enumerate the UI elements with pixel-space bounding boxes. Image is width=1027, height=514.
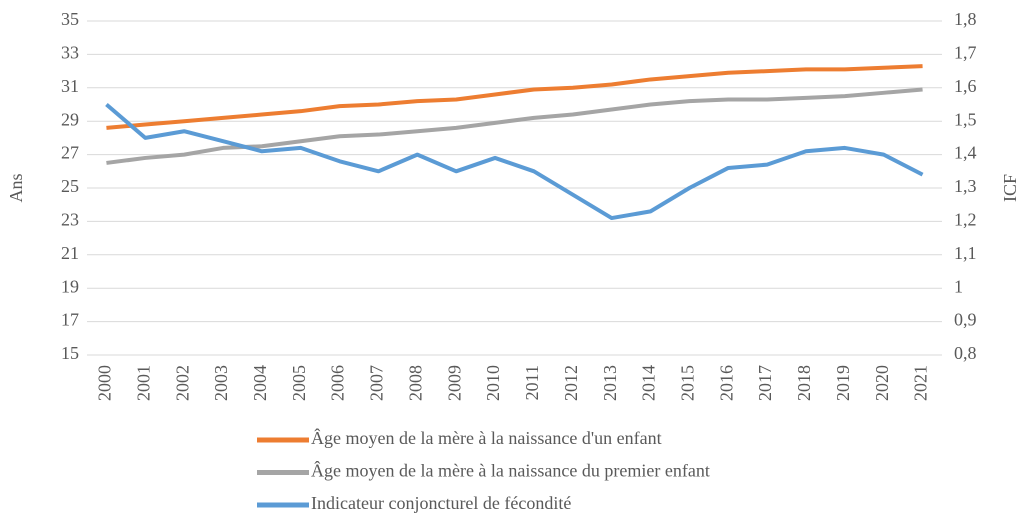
- x-tick-label: 2008: [405, 365, 425, 401]
- x-tick-label: 2000: [95, 365, 115, 401]
- y-tick-label: 25: [61, 176, 79, 196]
- series-line: [106, 64, 923, 130]
- y-axis-label: Ans: [6, 173, 26, 202]
- y2-tick-label: 1,1: [954, 243, 977, 263]
- y2-tick-label: 1,4: [954, 143, 977, 163]
- y2-axis-label: ICF: [1000, 174, 1020, 202]
- x-tick-label: 2020: [872, 365, 892, 401]
- y-tick-label: 29: [61, 109, 79, 129]
- x-tick-label: 2017: [755, 365, 775, 401]
- x-tick-label: 2012: [561, 365, 581, 401]
- x-tick-label: 2018: [794, 365, 814, 401]
- y2-tick-label: 1,6: [954, 76, 977, 96]
- legend-label: Indicateur conjoncturel de fécondité: [311, 493, 571, 513]
- y-tick-label: 33: [61, 43, 79, 63]
- x-tick-label: 2009: [444, 365, 464, 401]
- y-tick-label: 15: [61, 343, 79, 363]
- x-tick-label: 2006: [328, 365, 348, 401]
- x-tick-label: 2015: [678, 365, 698, 401]
- x-tick-label: 2016: [716, 365, 736, 401]
- x-tick-label: 2010: [483, 365, 503, 401]
- y-tick-label: 23: [61, 210, 79, 230]
- x-tick-label: 2014: [639, 365, 659, 401]
- x-tick-label: 2007: [367, 365, 387, 401]
- x-tick-label: 2001: [133, 365, 153, 401]
- x-tick-label: 2021: [911, 365, 931, 401]
- x-tick-label: 2004: [250, 365, 270, 401]
- x-tick-label: 2019: [833, 365, 853, 401]
- y2-tick-label: 0,8: [954, 343, 977, 363]
- y-tick-label: 31: [61, 76, 79, 96]
- y2-tick-label: 1,7: [954, 43, 977, 63]
- x-tick-label: 2005: [289, 365, 309, 401]
- x-tick-label: 2013: [600, 365, 620, 401]
- y-tick-label: 27: [61, 143, 79, 163]
- x-tick-label: 2011: [522, 365, 542, 400]
- y2-tick-label: 1,2: [954, 210, 977, 230]
- legend-label: Âge moyen de la mère à la naissance d'un…: [311, 427, 662, 448]
- legend-label: Âge moyen de la mère à la naissance du p…: [311, 460, 710, 481]
- y2-tick-label: 1,8: [954, 9, 977, 29]
- y-tick-label: 17: [61, 310, 79, 330]
- y-tick-label: 35: [61, 9, 79, 29]
- series-line: [105, 102, 924, 221]
- y2-tick-label: 0,9: [954, 310, 977, 330]
- y2-tick-label: 1,3: [954, 176, 977, 196]
- y-tick-label: 19: [61, 276, 79, 296]
- y-tick-label: 21: [61, 243, 79, 263]
- x-tick-label: 2002: [172, 365, 192, 401]
- y2-tick-label: 1: [954, 276, 963, 296]
- y2-tick-label: 1,5: [954, 109, 977, 129]
- x-tick-label: 2003: [211, 365, 231, 401]
